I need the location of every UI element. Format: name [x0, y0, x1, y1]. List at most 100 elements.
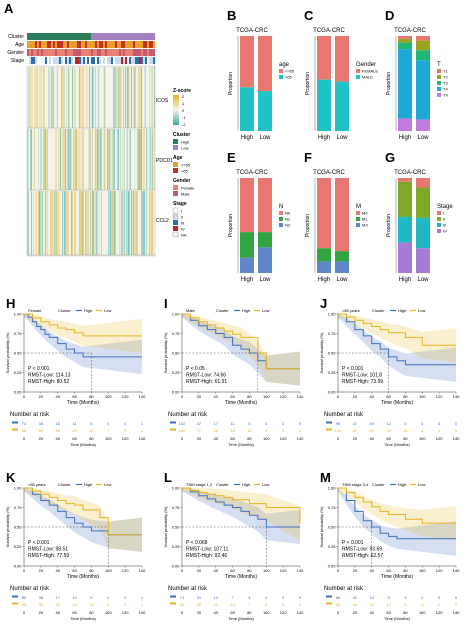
- heatmap-cell: [56, 67, 58, 128]
- risk-row-marker: [170, 421, 176, 424]
- y-axis-label: Proportion: [228, 72, 234, 95]
- heatmap-cell: [96, 191, 97, 255]
- heatmap-cell: [141, 67, 143, 128]
- bar-segment: [258, 247, 272, 273]
- heatmap-cell: [114, 191, 115, 255]
- age-cell: [73, 41, 76, 48]
- risk-x-tick: 60: [386, 436, 391, 441]
- heatmap-cell: [78, 129, 79, 190]
- stat-annotation: P < 0.001: [28, 366, 50, 372]
- bar-segment: [317, 36, 331, 80]
- gene-label-ccl2: CCL2: [156, 218, 169, 224]
- cluster-cell: [127, 33, 130, 40]
- legend-title: N: [279, 204, 283, 210]
- x-tick-label: Low: [417, 135, 429, 141]
- heatmap-cell: [43, 67, 44, 128]
- km-chart-j: J >65 years Cluster High Low 0.00 0.25 0.50 0.75…: [319, 296, 460, 447]
- cluster-cell: [135, 33, 138, 40]
- risk-count: 1: [141, 421, 144, 426]
- legend-swatch: [356, 211, 360, 215]
- gender-cell: [43, 49, 46, 56]
- y-tick-label: 0.00: [328, 390, 337, 395]
- age-cell: [69, 41, 72, 48]
- cluster-cell: [67, 33, 70, 40]
- risk-count: 4: [265, 421, 268, 426]
- risk-table-title: Number at risk: [168, 412, 208, 418]
- cluster-cell: [61, 33, 64, 40]
- panel-label: I: [164, 296, 168, 311]
- survival-curve-low: [24, 313, 142, 337]
- heatmap-cell: [76, 129, 78, 190]
- age-cell: [79, 41, 82, 48]
- gender-cell: [125, 49, 128, 56]
- risk-x-tick: 0: [181, 610, 184, 615]
- gender-cell: [77, 49, 80, 56]
- risk-count: 11: [72, 421, 77, 426]
- heatmap-cell: [61, 129, 63, 190]
- x-tick-label: 100: [105, 394, 112, 399]
- heatmap-cell: [93, 191, 95, 255]
- age-cell: [63, 41, 66, 48]
- risk-table-title: Number at risk: [324, 412, 364, 418]
- x-tick-label: 40: [55, 394, 60, 399]
- heatmap-cell: [108, 191, 109, 255]
- confidence-band: [24, 488, 142, 552]
- heatmap-cell: [73, 129, 74, 190]
- risk-x-tick: 120: [122, 610, 129, 615]
- confidence-band: [24, 314, 142, 375]
- heatmap-cell: [134, 67, 136, 128]
- cluster-cell: [39, 33, 42, 40]
- gender-female-swatch: [173, 185, 178, 190]
- x-tick-label: 40: [55, 568, 60, 573]
- stat-annotation: RMST-High: 77.59: [28, 553, 69, 559]
- heatmap-cell: [126, 67, 128, 128]
- stage-cell: [69, 57, 72, 64]
- stat-annotation: RMST-Low: 107.11: [186, 547, 229, 553]
- heatmap-cell: [27, 129, 29, 190]
- bar-segment: [258, 91, 272, 131]
- y-tick-label: 0.75: [14, 331, 23, 336]
- heatmap-cell: [74, 129, 76, 190]
- heatmap-cell: [44, 191, 46, 255]
- stage-na-swatch: [172, 231, 179, 238]
- risk-count: 90: [336, 602, 341, 607]
- x-axis-label: Time (Months): [67, 574, 99, 580]
- age-cell: [81, 41, 84, 48]
- gender-cell: [121, 49, 124, 56]
- gender-cell: [117, 49, 120, 56]
- y-tick-label: 0.75: [14, 505, 23, 510]
- bar-segment: [398, 181, 412, 217]
- heatmap-cell: [72, 67, 73, 128]
- heatmap-cell: [79, 67, 80, 128]
- heatmap-cell: [96, 129, 98, 190]
- risk-x-tick: 40: [213, 436, 218, 441]
- y-axis-label: Proportion: [386, 72, 392, 95]
- heatmap-cell: [60, 129, 61, 190]
- age-cell: [99, 41, 102, 48]
- x-tick-label: High: [318, 135, 330, 141]
- risk-x-tick: 140: [297, 610, 304, 615]
- zscore-tick: 2: [182, 94, 185, 99]
- heatmap-cell: [135, 191, 137, 255]
- y-axis-label: Survival probability (%): [319, 332, 324, 374]
- bar-segment: [416, 119, 430, 131]
- cluster-cell: [141, 33, 144, 40]
- heatmap-cell: [107, 129, 108, 190]
- heatmap-cell: [131, 67, 132, 128]
- gender-cell: [69, 49, 72, 56]
- heatmap-cell: [62, 129, 64, 190]
- heatmap-cell: [152, 191, 154, 255]
- risk-x-tick: 100: [263, 610, 270, 615]
- cluster-high-swatch: [173, 139, 178, 144]
- age-cell: [45, 41, 48, 48]
- km-chart-i: I Male Cluster High Low 0.00 0.25 0.50 0.75 1.00 0…: [163, 296, 304, 447]
- heatmap-cell: [128, 191, 130, 255]
- risk-count: 3: [282, 595, 285, 600]
- risk-count: 1: [299, 602, 302, 607]
- x-tick-label: 100: [419, 568, 426, 573]
- y-axis-label: Proportion: [305, 214, 311, 237]
- risk-x-tick: 80: [403, 610, 408, 615]
- bar-segment: [398, 216, 412, 243]
- bar-segment: [398, 38, 412, 43]
- heatmap-cell: [135, 67, 137, 128]
